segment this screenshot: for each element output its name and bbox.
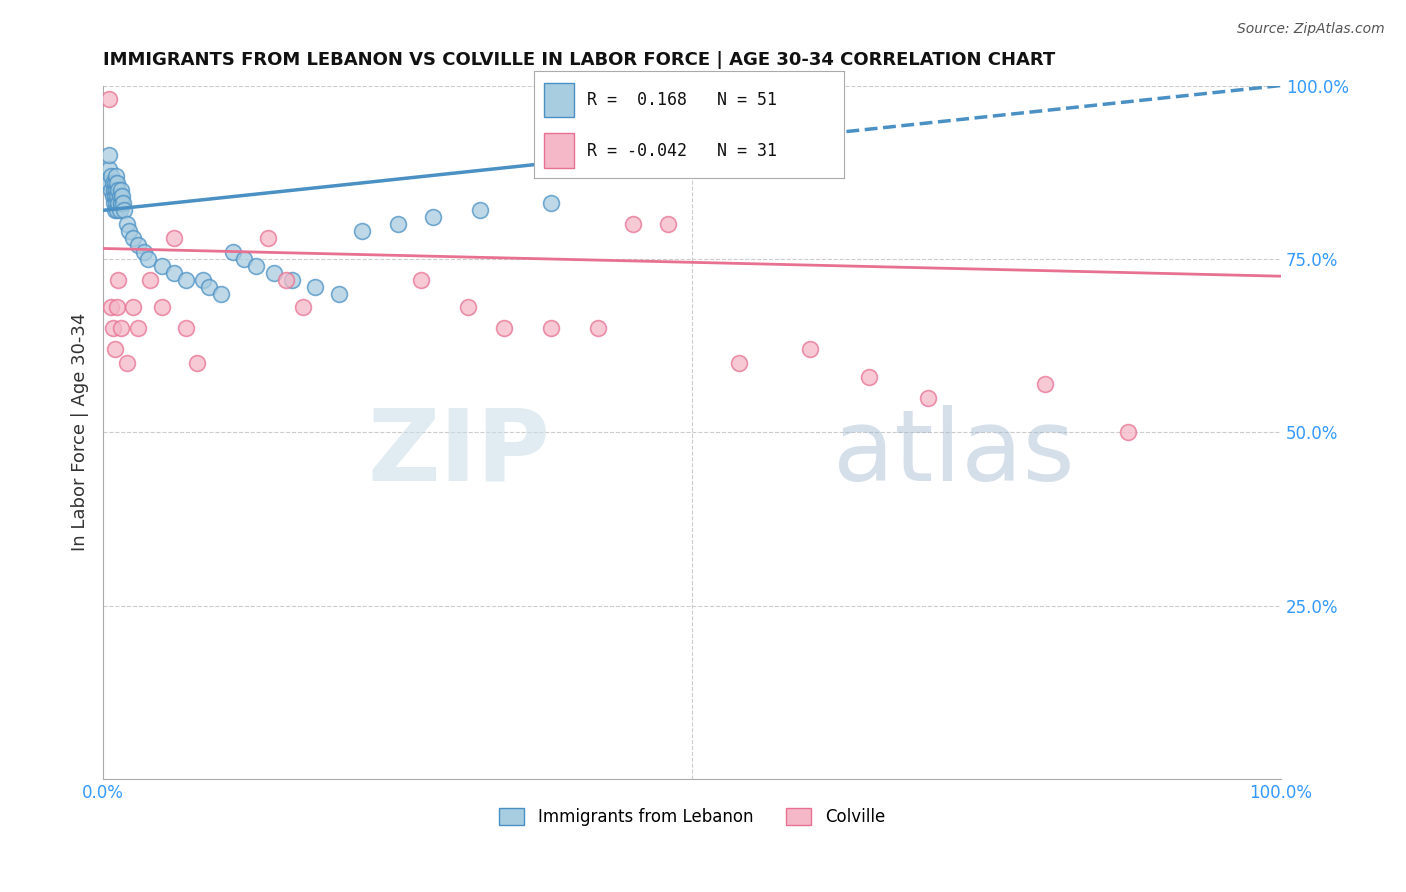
Point (540, 321, 562, 335)
Point (221, 244, 243, 259)
Point (858, 369, 880, 384)
Point (118, 224, 141, 238)
Point (98, 148, 121, 162)
Point (104, 342, 127, 356)
Point (105, 203, 128, 218)
Point (245, 259, 267, 273)
Point (352, 224, 374, 238)
Point (422, 211, 444, 225)
Point (105, 196, 128, 211)
Point (621, 217, 644, 231)
Point (112, 196, 135, 211)
Point (1116, 425, 1139, 440)
Point (105, 182, 128, 196)
Point (457, 301, 479, 315)
Point (150, 301, 173, 315)
Point (110, 196, 132, 211)
Point (274, 273, 297, 287)
Point (107, 182, 129, 196)
Point (280, 273, 302, 287)
Point (100, 182, 122, 196)
Point (115, 217, 138, 231)
Point (186, 356, 208, 370)
Point (174, 273, 197, 287)
Point (134, 244, 156, 259)
Point (292, 301, 315, 315)
Point (328, 286, 350, 301)
Point (163, 231, 186, 245)
Point (233, 252, 256, 266)
Point (121, 301, 143, 315)
Point (586, 321, 609, 335)
Y-axis label: In Labor Force | Age 30-34: In Labor Force | Age 30-34 (72, 313, 89, 551)
Point (110, 321, 132, 335)
Point (98, 161, 121, 176)
Text: Source: ZipAtlas.com: Source: ZipAtlas.com (1237, 22, 1385, 37)
Point (174, 321, 197, 335)
Point (107, 196, 129, 211)
Point (492, 321, 515, 335)
Point (103, 182, 125, 196)
Point (103, 196, 125, 211)
Point (110, 182, 132, 196)
Point (104, 203, 127, 218)
Point (1035, 376, 1057, 391)
Point (728, 356, 751, 370)
Point (193, 273, 215, 287)
Point (104, 189, 127, 203)
Legend: Immigrants from Lebanon, Colville: Immigrants from Lebanon, Colville (492, 802, 891, 833)
Point (468, 203, 491, 218)
Bar (544, 134, 575, 168)
Point (98, 176, 121, 190)
Point (139, 273, 162, 287)
Point (209, 286, 232, 301)
Point (411, 273, 433, 287)
Point (799, 342, 821, 356)
Point (198, 279, 221, 293)
Point (101, 189, 124, 203)
Point (115, 356, 138, 370)
Point (100, 169, 122, 183)
Point (657, 217, 679, 231)
Point (101, 176, 124, 190)
Point (105, 301, 128, 315)
Text: ZIP: ZIP (368, 404, 551, 501)
Point (263, 266, 285, 280)
Point (127, 321, 149, 335)
Point (257, 231, 280, 245)
Point (127, 238, 149, 252)
Point (108, 203, 131, 218)
Text: R = -0.042   N = 31: R = -0.042 N = 31 (586, 142, 778, 160)
Point (304, 279, 326, 293)
Point (100, 301, 122, 315)
Point (163, 266, 186, 280)
Text: IMMIGRANTS FROM LEBANON VS COLVILLE IN LABOR FORCE | AGE 30-34 CORRELATION CHART: IMMIGRANTS FROM LEBANON VS COLVILLE IN L… (103, 51, 1056, 69)
Bar (544, 83, 575, 118)
Point (105, 169, 128, 183)
Point (101, 321, 124, 335)
Point (121, 231, 143, 245)
Point (150, 259, 173, 273)
Point (917, 391, 939, 405)
Point (136, 252, 159, 266)
Point (105, 189, 128, 203)
Point (105, 176, 128, 190)
Point (98, 92, 121, 106)
Text: R =  0.168   N = 51: R = 0.168 N = 51 (586, 91, 778, 109)
Text: atlas: atlas (834, 404, 1076, 501)
Point (107, 273, 129, 287)
Point (104, 176, 127, 190)
Point (387, 217, 409, 231)
Point (540, 196, 562, 211)
Point (111, 189, 134, 203)
Point (112, 203, 135, 218)
Point (108, 189, 131, 203)
